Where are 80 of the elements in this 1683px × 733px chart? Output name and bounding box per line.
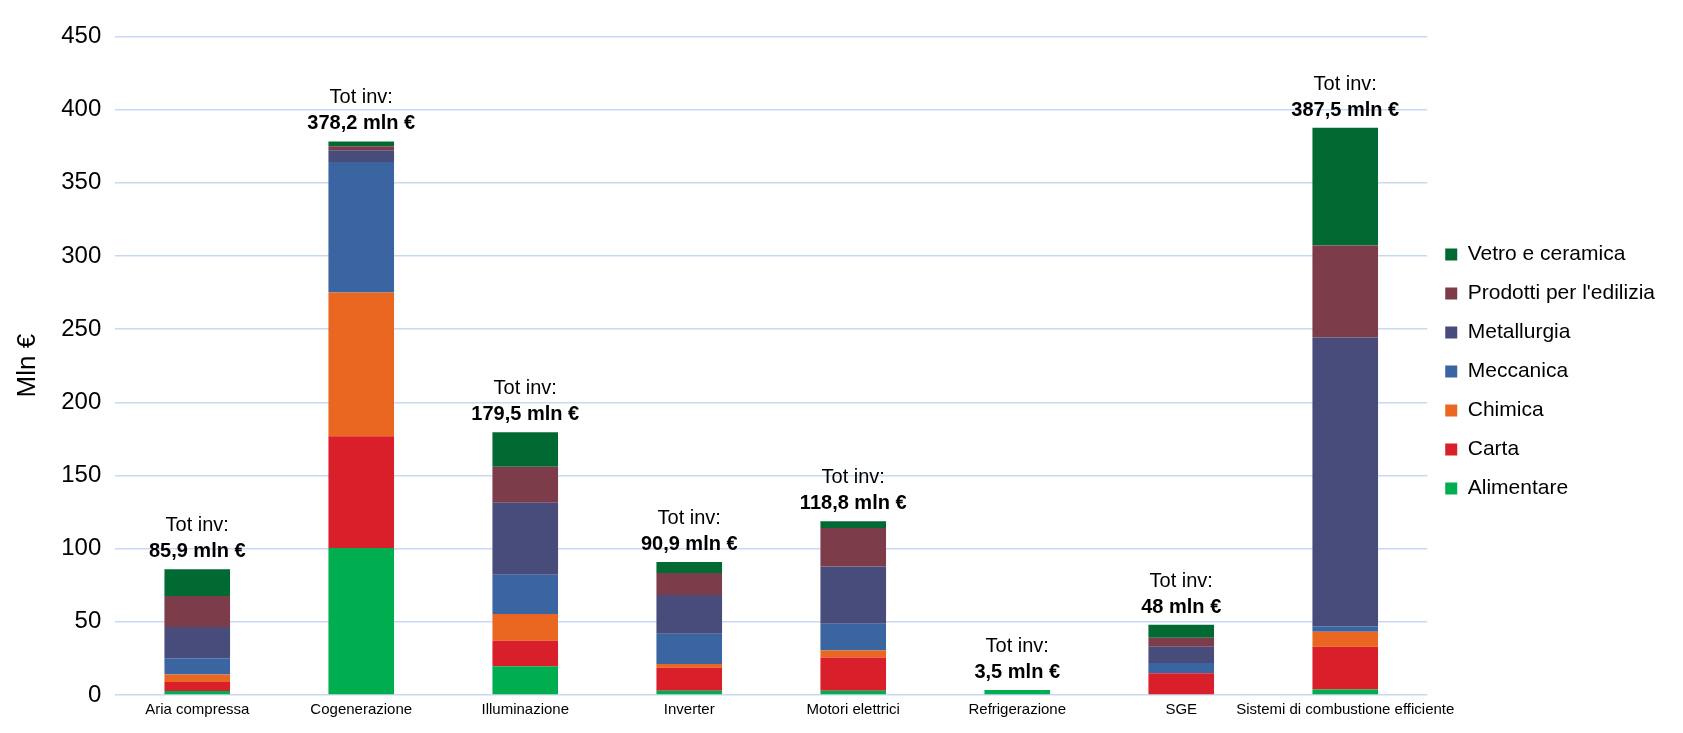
bar [656, 573, 723, 595]
total-label: Tot inv: 48 mln € [1141, 568, 1222, 617]
bar [1148, 637, 1215, 647]
total-label: Tot inv: 378,2 mln € [307, 85, 416, 134]
bar [984, 689, 1051, 695]
x-tick-label: Illuminazione [481, 700, 570, 718]
total-label: Tot inv: 3,5 mln € [974, 633, 1061, 682]
x-tick-label: Cogenerazione [310, 700, 413, 718]
bar [164, 674, 231, 682]
y-tick-label: 0 [87, 679, 102, 707]
legend-label: Chimica [1467, 397, 1544, 421]
total-label: Tot inv: 85,9 mln € [148, 513, 246, 562]
bar [656, 633, 723, 665]
bar [820, 528, 887, 567]
bar [492, 466, 559, 503]
bar [1312, 646, 1379, 690]
bar [492, 502, 559, 575]
bar [820, 657, 887, 691]
bar [1312, 626, 1379, 632]
legend-label: Metallurgia [1467, 319, 1571, 343]
y-tick-label: 50 [74, 606, 102, 634]
bar [820, 650, 887, 658]
bar [164, 627, 231, 659]
bar [1312, 127, 1379, 246]
bar [328, 146, 395, 151]
y-tick-label: 200 [61, 386, 102, 414]
total-label: Tot inv: 387,5 mln € [1291, 71, 1400, 120]
y-tick-label: 250 [61, 313, 102, 341]
legend-label: Carta [1467, 436, 1520, 460]
total-label: Tot inv: 179,5 mln € [471, 376, 580, 425]
legend-label: Meccanica [1467, 358, 1569, 382]
x-tick-label: Inverter [663, 700, 715, 718]
x-tick-label: Refrigerazione [968, 700, 1067, 718]
bar [1312, 689, 1379, 695]
legend-label: Alimentare [1467, 475, 1569, 499]
bar [656, 594, 723, 634]
y-axis-title: Mln € [10, 333, 41, 398]
legend-label: Vetro e ceramica [1467, 241, 1626, 265]
x-tick-label: SGE [1165, 700, 1198, 718]
bar [656, 667, 723, 691]
bar [164, 658, 231, 675]
bar [492, 666, 559, 695]
bar [328, 292, 395, 437]
y-tick-label: 300 [61, 240, 102, 268]
bar [164, 595, 231, 628]
x-tick-label: Aria compressa [145, 700, 250, 718]
bar [656, 561, 723, 574]
bar [328, 150, 395, 163]
bar [492, 614, 559, 641]
bar [1312, 631, 1379, 647]
x-tick-label: Sistemi di combustione efficiente [1236, 700, 1455, 718]
bar [1312, 337, 1379, 627]
bar [164, 569, 231, 596]
bar [1148, 662, 1215, 674]
total-label: Tot inv: 90,9 mln € [640, 505, 738, 554]
bar [1148, 673, 1215, 695]
x-tick-label: Motori elettrici [806, 700, 900, 718]
bar [1312, 245, 1379, 338]
bar [492, 574, 559, 615]
bar [328, 162, 395, 293]
y-tick-label: 450 [61, 21, 102, 49]
bar [820, 521, 887, 529]
bar [492, 432, 559, 467]
y-tick-label: 100 [61, 533, 102, 561]
legend-label: Prodotti per l'edilizia [1467, 280, 1656, 304]
bar [1148, 624, 1215, 638]
y-tick-label: 350 [61, 167, 102, 195]
bar [164, 681, 231, 692]
bar [328, 548, 395, 695]
bar [328, 141, 395, 147]
bar [492, 640, 559, 667]
bar [820, 623, 887, 651]
bar [328, 436, 395, 549]
bar [656, 664, 723, 668]
y-tick-label: 150 [61, 460, 102, 488]
bar [820, 566, 887, 624]
bar [1148, 646, 1215, 663]
total-label: Tot inv: 118,8 mln € [799, 465, 907, 514]
bar [164, 691, 231, 695]
y-tick-label: 400 [61, 94, 102, 122]
